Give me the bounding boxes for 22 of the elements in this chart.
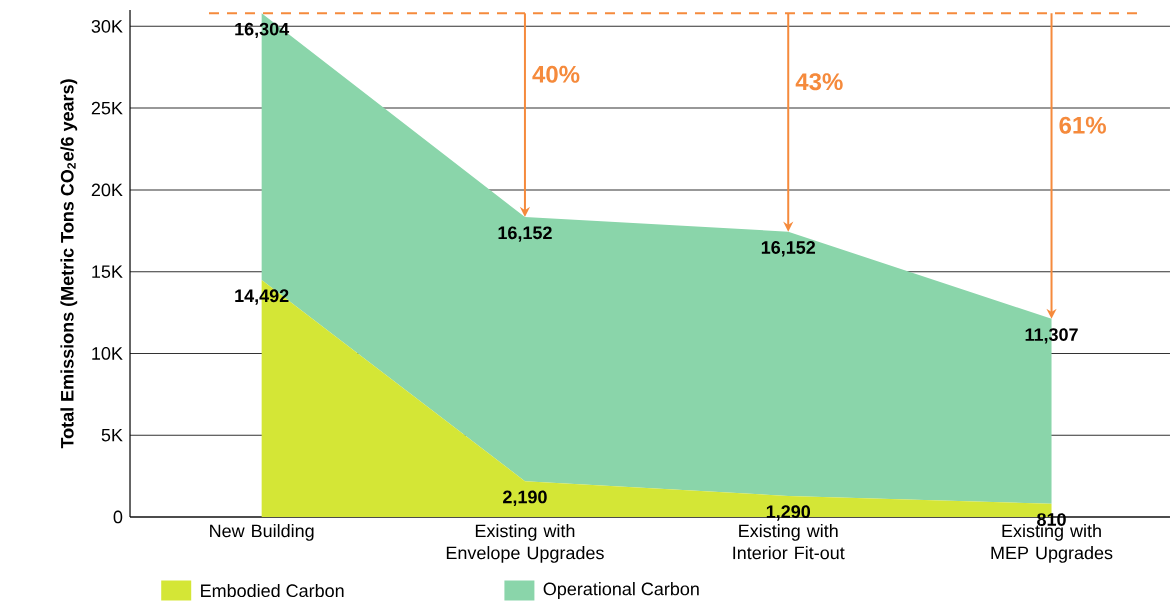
- y-axis-title: Total Emissions (Metric Tons CO$_{2}$e/6 years): [60, 79, 78, 449]
- legend-label: Operational Carbon: [543, 582, 699, 599]
- data-label: 16,152: [498, 226, 552, 242]
- x-tick-label: New Building: [210, 524, 314, 541]
- data-label: 14,492: [235, 289, 289, 305]
- data-label: 16,152: [761, 241, 816, 257]
- annotation: 61%: [1059, 116, 1106, 134]
- y-tick-label: 25K: [91, 101, 123, 115]
- annotation: 40%: [532, 65, 580, 83]
- y-tick-label: 10K: [92, 347, 123, 360]
- legend-label: Embodied Carbon: [201, 583, 344, 598]
- y-tick-label: 5K: [101, 428, 123, 442]
- data-label: 2,190: [503, 490, 547, 506]
- y-tick-label: 0: [113, 510, 123, 524]
- y-tick-label: 30K: [91, 19, 123, 33]
- data-label: 16,304: [235, 22, 290, 39]
- annotation: 43%: [795, 73, 843, 91]
- x-tick-label: Existing with Envelope Upgrades: [446, 524, 604, 563]
- x-tick-label: Existing with Interior Fit-out: [733, 524, 845, 560]
- data-label: 11,307: [1025, 328, 1078, 344]
- y-tick-label: 15K: [92, 265, 123, 278]
- y-tick-label: 20K: [91, 183, 123, 197]
